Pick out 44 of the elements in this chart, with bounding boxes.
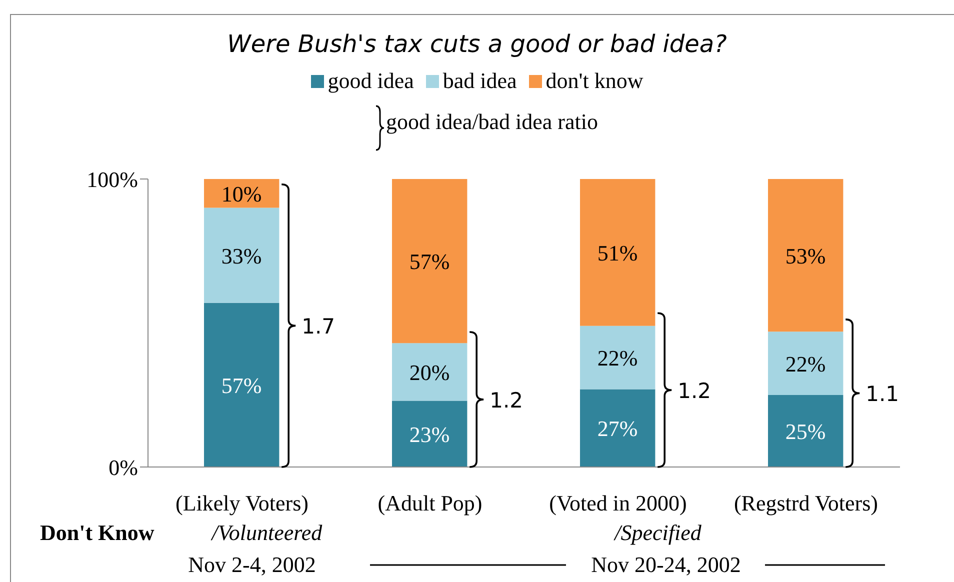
bar <box>392 343 468 401</box>
bar <box>204 208 280 303</box>
text: Don't Know <box>40 520 154 545</box>
x-tick-label: (Regstrd Voters) <box>734 490 878 516</box>
text: Nov 20-24, 2002 <box>591 552 741 577</box>
data-label: 20% <box>409 360 450 385</box>
data-label: 10% <box>221 181 262 206</box>
data-label: 53% <box>785 243 826 268</box>
data-label: 33% <box>221 243 262 268</box>
bar <box>768 332 844 395</box>
y-tick-label: 0% <box>108 454 138 480</box>
legend-label: don't know <box>546 68 644 94</box>
bar <box>580 389 656 467</box>
legend-label: bad idea <box>442 68 517 94</box>
bar <box>768 395 844 467</box>
bar <box>768 179 844 332</box>
bar <box>392 179 468 344</box>
annotation: 1.1 <box>866 382 900 406</box>
data-label: 25% <box>785 419 826 444</box>
data-label: 51% <box>597 240 638 266</box>
annotation: 1.2 <box>490 388 524 412</box>
bar <box>204 179 280 208</box>
bar <box>580 326 656 390</box>
x-tick-label: (Adult Pop) <box>378 490 482 516</box>
bar <box>204 302 280 467</box>
annotation: 1.7 <box>302 314 336 339</box>
data-label: 23% <box>409 422 450 447</box>
data-label: 22% <box>785 351 826 376</box>
data-label: 22% <box>597 346 638 371</box>
text: /Volunteered <box>210 520 324 545</box>
bar <box>580 179 656 326</box>
x-tick-label: (Voted in 2000) <box>549 490 687 516</box>
x-tick-label: (Likely Voters) <box>176 490 308 516</box>
data-label: 57% <box>221 372 262 398</box>
data-label: 27% <box>597 416 638 442</box>
legend-label: good idea <box>328 68 414 94</box>
data-label: 57% <box>409 249 450 274</box>
text: good idea/bad idea ratio <box>386 109 598 134</box>
y-tick-label: 100% <box>86 166 138 192</box>
bar <box>392 400 468 467</box>
chart-title: Were Bush's tax cuts a good or bad idea? <box>226 30 728 58</box>
text: /Specified <box>612 520 702 545</box>
text: Nov 2-4, 2002 <box>188 552 316 577</box>
annotation: 1.2 <box>678 379 712 404</box>
